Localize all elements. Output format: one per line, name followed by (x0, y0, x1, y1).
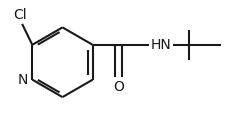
Text: Cl: Cl (13, 8, 27, 22)
Text: HN: HN (150, 38, 171, 52)
Text: N: N (18, 73, 28, 87)
Text: O: O (113, 80, 124, 94)
